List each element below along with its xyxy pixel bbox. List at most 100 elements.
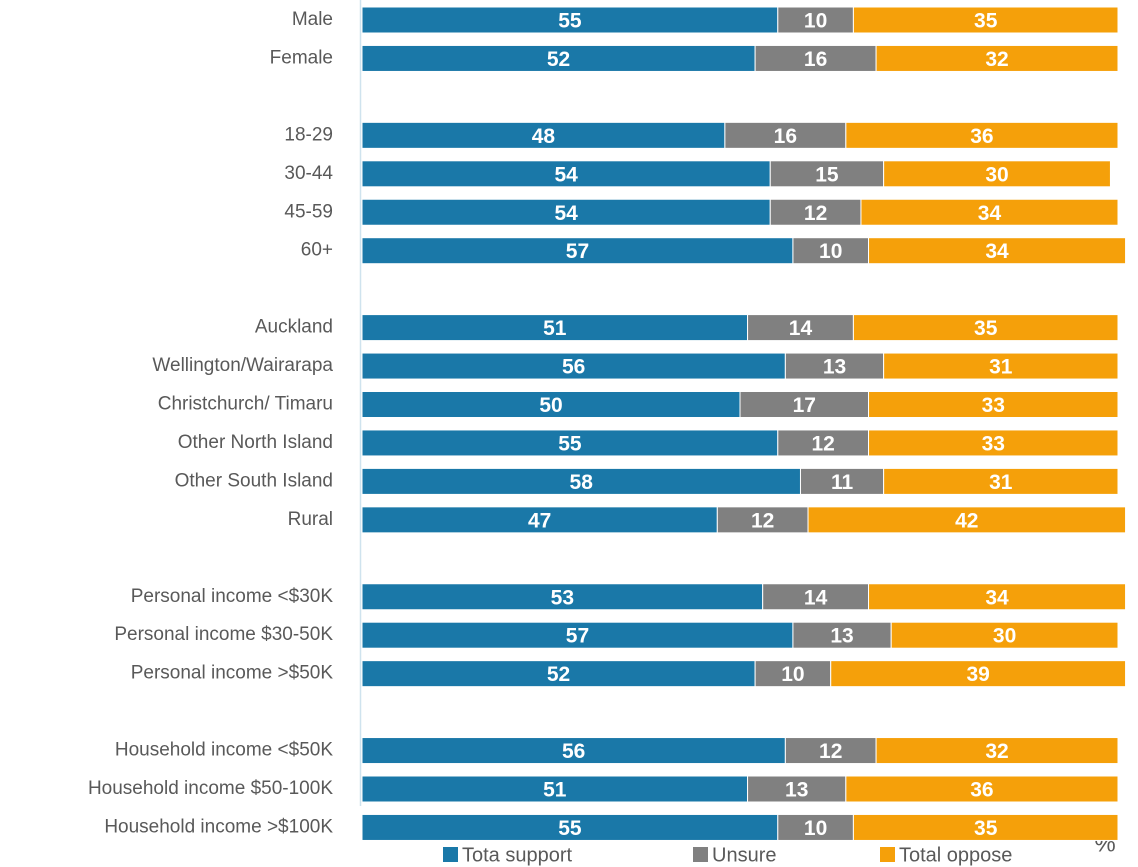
bar-segment (361, 391, 741, 418)
bar-segment (754, 44, 877, 72)
category-label: Household income >$100K (104, 816, 333, 837)
data-label: 54 (554, 163, 578, 186)
data-label: 12 (819, 740, 842, 763)
category-label: Rural (288, 509, 333, 530)
bar-segment (852, 314, 1119, 342)
bar-segment (777, 429, 870, 457)
data-label: 55 (558, 432, 582, 455)
bar-segment (361, 621, 794, 649)
data-label: 31 (989, 471, 1013, 494)
category-label: 60+ (301, 240, 333, 261)
bar-segment (762, 583, 870, 611)
category-label: Other South Island (175, 470, 333, 491)
data-label: 34 (978, 202, 1002, 225)
data-label: 12 (811, 432, 834, 455)
data-label: 34 (985, 586, 1009, 609)
data-label: 51 (543, 317, 567, 340)
data-label: 31 (989, 356, 1013, 379)
bar-segment (361, 506, 718, 534)
data-label: 10 (804, 817, 827, 840)
data-label: 32 (985, 48, 1008, 71)
data-label: 50 (539, 394, 562, 417)
data-label: 10 (819, 240, 842, 263)
data-label: 57 (566, 625, 589, 648)
data-label: 14 (804, 586, 828, 609)
category-label: Personal income $30-50K (114, 624, 333, 645)
category-label: Other North Island (178, 432, 333, 453)
bar-segment (739, 391, 870, 418)
legend-label: Tota support (462, 844, 573, 866)
bar-segment (792, 621, 892, 649)
data-label: 58 (570, 471, 594, 494)
bar-segment (361, 121, 726, 149)
data-label: 42 (955, 509, 978, 532)
data-label: 51 (543, 779, 567, 802)
data-label: 48 (532, 125, 556, 148)
data-label: 36 (970, 779, 993, 802)
category-label: Male (292, 9, 333, 30)
bar-segment (784, 352, 885, 380)
bar-segment (868, 583, 1127, 611)
legend-swatch (880, 847, 895, 862)
bar-segment (361, 6, 779, 34)
bar-segment (361, 467, 801, 495)
legend-swatch (443, 847, 458, 862)
bar-segment (875, 737, 1119, 765)
bar-segment (875, 44, 1119, 72)
data-label: 56 (562, 740, 585, 763)
bar-segment (769, 198, 862, 226)
bar-segment (883, 160, 1111, 188)
bar-segment (852, 813, 1119, 841)
bar-segment (868, 391, 1119, 418)
data-label: 10 (804, 10, 827, 33)
data-label: 17 (793, 394, 816, 417)
bar-segment (361, 583, 764, 611)
bar-segment (890, 621, 1119, 649)
data-label: 52 (547, 48, 570, 71)
category-label: Personal income >$50K (131, 663, 334, 684)
data-label: 55 (558, 817, 582, 840)
data-label: 36 (970, 125, 993, 148)
bar-segment (361, 737, 786, 765)
category-label: 18-29 (284, 124, 333, 145)
data-label: 12 (751, 509, 774, 532)
data-label: 52 (547, 663, 570, 686)
bar-segment (868, 429, 1119, 457)
data-label: 32 (985, 740, 1008, 763)
category-label: Christchurch/ Timaru (158, 394, 333, 415)
category-label: 45-59 (284, 201, 333, 222)
bar-segment (777, 6, 854, 34)
data-label: 10 (781, 663, 804, 686)
category-label: Household income $50-100K (88, 778, 333, 799)
data-label: 13 (823, 356, 846, 379)
data-label: 14 (789, 317, 813, 340)
bar-segment (845, 121, 1119, 149)
bar-segment (792, 237, 870, 265)
data-label: 15 (815, 163, 839, 186)
data-label: 55 (558, 10, 582, 33)
bar-segment (883, 352, 1119, 380)
data-label: 30 (985, 163, 1008, 186)
bar-segment (361, 160, 771, 188)
data-label: 16 (804, 48, 827, 71)
legend-swatch (693, 847, 708, 862)
data-label: 47 (528, 509, 551, 532)
data-label: 39 (966, 663, 989, 686)
data-label: 33 (982, 394, 1005, 417)
bar-segment (883, 467, 1119, 495)
data-label: 33 (982, 432, 1005, 455)
bar-segment (361, 44, 756, 72)
data-label: 12 (804, 202, 827, 225)
data-label: 57 (566, 240, 589, 263)
data-label: 35 (974, 317, 998, 340)
bar-segment (807, 506, 1127, 534)
bar-segment (777, 813, 854, 841)
bar-segment (830, 660, 1127, 688)
data-label: 13 (830, 625, 853, 648)
bar-segment (868, 237, 1127, 265)
data-label: 56 (562, 356, 585, 379)
data-label: 54 (554, 202, 578, 225)
data-label: 53 (551, 586, 574, 609)
data-label: 13 (785, 779, 808, 802)
